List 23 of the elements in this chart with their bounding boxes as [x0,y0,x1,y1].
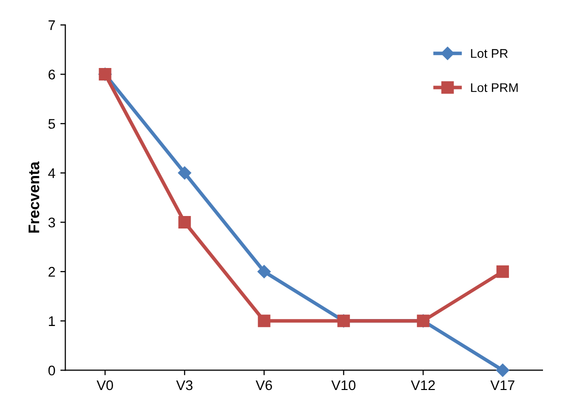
point [258,314,270,328]
x-tick-label: V3 [176,380,192,390]
y-tick-label: 0 [48,366,56,376]
point [496,265,509,278]
x-tick-label: V6 [256,380,272,390]
y-tick-label: 3 [48,218,55,228]
x-tick-label: V17 [490,380,514,390]
y-axis-title: Frecventa [28,161,40,233]
x-tick-label: V12 [410,380,435,390]
x-tick-label: V10 [331,380,356,390]
point [178,216,191,229]
x-tick-label: V0 [96,380,114,390]
legend-label: Lot PRM [471,83,518,92]
point [496,364,510,377]
y-tick-label: 1 [48,316,55,326]
point [178,166,192,180]
legend-label: Lot PR [471,49,508,58]
y-tick-label: 7 [48,20,55,30]
y-tick-label: 2 [48,266,55,277]
point [258,265,271,278]
y-tick-label: 6 [48,70,55,80]
y-tick-label: 5 [48,119,56,129]
y-tick-label: 4 [48,168,56,178]
